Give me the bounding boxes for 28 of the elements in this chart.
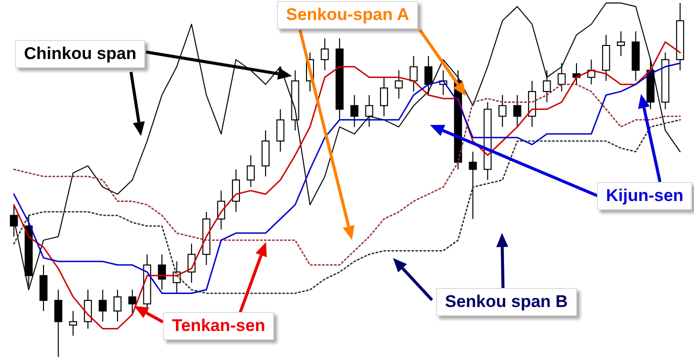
candlestick: [424, 56, 432, 96]
candlestick: [410, 56, 418, 92]
candlestick: [380, 76, 388, 117]
candlestick: [468, 151, 477, 220]
candlestick: [320, 38, 329, 71]
candlestick: [128, 289, 136, 316]
text: Tenkan-sen: [163, 312, 274, 340]
candlestick: [616, 30, 625, 57]
candlestick: [246, 154, 255, 188]
candlestick: [98, 289, 107, 322]
candlestick: [69, 310, 78, 336]
candlestick: [158, 254, 166, 290]
candlestick: [558, 62, 566, 92]
text: Senkou-span A: [277, 1, 418, 29]
candlestick: [54, 289, 62, 358]
candlestick: [276, 108, 284, 152]
candlestick: [232, 168, 240, 212]
candlestick: [350, 94, 358, 128]
text: Kijun-sen: [597, 182, 692, 210]
candlestick: [498, 94, 506, 128]
candlestick: [365, 94, 374, 128]
text: Senkou span B: [436, 288, 577, 316]
candlestick: [114, 289, 122, 322]
candlestick: [513, 94, 522, 128]
text: Chinkou span: [15, 40, 146, 68]
candlestick: [84, 289, 92, 330]
candlestick: [542, 70, 551, 103]
candlestick: [394, 70, 403, 100]
